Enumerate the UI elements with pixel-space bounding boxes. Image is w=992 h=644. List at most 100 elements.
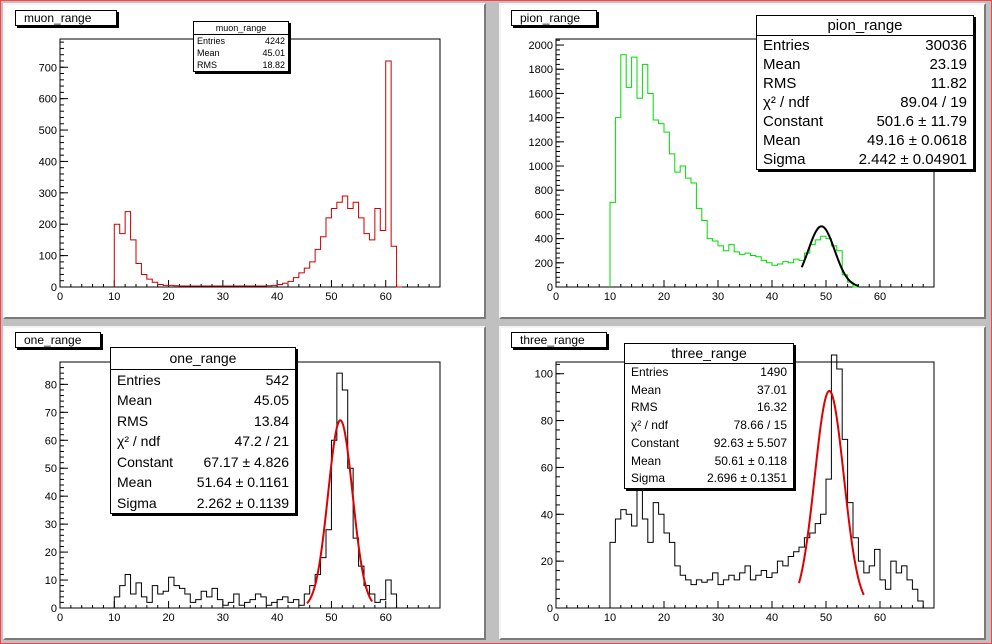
stats-value: 11.82 — [930, 75, 967, 92]
y-tick-label: 800 — [535, 185, 553, 197]
stats-value: 45.01 — [262, 48, 285, 58]
x-tick-label: 60 — [380, 291, 392, 303]
stats-label: Mean — [763, 56, 801, 73]
x-tick-label: 0 — [57, 291, 63, 303]
x-tick-label: 10 — [108, 291, 120, 303]
y-tick-label: 400 — [535, 234, 553, 246]
stats-title: three_range — [625, 344, 793, 364]
y-tick-label: 1000 — [529, 161, 553, 173]
histogram-title: one_range — [15, 332, 101, 348]
y-tick-label: 600 — [39, 94, 57, 106]
x-tick-label: 50 — [325, 612, 337, 624]
x-tick-label: 0 — [57, 612, 63, 624]
stats-value: 51.64 ± 0.1161 — [196, 474, 289, 490]
stats-value: 23.19 — [929, 56, 967, 73]
stats-row: RMS 13.84 — [117, 411, 289, 432]
stats-label: Constant — [763, 113, 824, 130]
stats-label: Mean — [631, 382, 662, 397]
y-tick-label: 40 — [45, 491, 57, 503]
y-tick-label: 70 — [45, 407, 57, 419]
stats-label: Entries — [631, 365, 669, 379]
x-tick-label: 50 — [820, 291, 832, 303]
stats-value: 542 — [265, 371, 289, 388]
stats-label: χ² / ndf — [763, 94, 810, 111]
stats-value: 4242 — [264, 36, 285, 46]
stats-row: Constant 501.6 ± 11.79 — [763, 112, 967, 131]
gaussian-fit-curve — [306, 419, 373, 604]
stats-row: Mean 23.19 — [763, 55, 967, 74]
stats-row: RMS 18.82 — [197, 59, 285, 71]
x-tick-label: 20 — [162, 291, 174, 303]
y-tick-label: 1400 — [529, 113, 553, 125]
pad-one-range[interactable]: 0 10 20 30 40 50 60 0 10 20 30 40 50 60 70 80 one_range… — [3, 326, 486, 640]
stats-title: muon_range — [194, 22, 288, 35]
x-tick-label: 30 — [712, 612, 724, 624]
stats-row: Entries 1490 — [631, 364, 787, 382]
stats-value: 18.82 — [262, 60, 285, 70]
x-tick-label: 20 — [658, 291, 670, 303]
x-tick-label: 30 — [217, 291, 229, 303]
x-tick-label: 40 — [271, 612, 283, 624]
stats-row: Sigma 2.442 ± 0.04901 — [763, 150, 967, 169]
y-tick-label: 2000 — [529, 40, 553, 52]
histogram-title: muon_range — [15, 10, 117, 26]
stats-label: RMS — [117, 412, 149, 429]
stats-row: Sigma 2.696 ± 0.1351 — [631, 470, 787, 488]
x-tick-label: 50 — [820, 612, 832, 624]
gaussian-fit-curve — [798, 389, 865, 596]
stats-label: RMS — [197, 60, 217, 70]
histogram-series — [609, 354, 929, 609]
x-tick-label: 10 — [108, 612, 120, 624]
x-tick-label: 30 — [217, 612, 229, 624]
stats-box[interactable]: muon_range Entries 4242 Mean 45.01 RMS 18.8… — [193, 21, 289, 72]
gaussian-fit-curve — [800, 225, 859, 287]
stats-label: Mean — [117, 392, 153, 408]
stats-value: 30036 — [925, 37, 967, 54]
stats-box[interactable]: pion_range Entries 30036 Mean 23.19 RMS 11.… — [756, 15, 974, 170]
plot-frame — [59, 38, 441, 288]
y-tick-label: 700 — [39, 62, 57, 74]
stats-row: Constant 92.63 ± 5.507 — [631, 435, 787, 453]
y-tick-label: 30 — [45, 519, 57, 531]
y-tick-label: 20 — [541, 556, 553, 568]
histogram-title: three_range — [511, 332, 607, 348]
stats-row: Entries 30036 — [763, 36, 967, 55]
pad-three-range[interactable]: 0 10 20 30 40 50 60 0 20 40 60 80 100 three_range th… — [499, 326, 986, 640]
y-tick-label: 1800 — [529, 64, 553, 76]
stats-label: Entries — [117, 371, 161, 388]
stats-value: 16.32 — [756, 400, 787, 415]
stats-label: Sigma — [631, 471, 666, 486]
stats-box[interactable]: one_range Entries 542 Mean 45.05 RMS 13.84 … — [110, 347, 296, 514]
stats-row: Entries 4242 — [197, 35, 285, 47]
y-tick-label: 40 — [541, 509, 553, 521]
stats-label: RMS — [631, 400, 658, 415]
x-tick-label: 50 — [325, 291, 337, 303]
stats-value: 49.16 ± 0.0618 — [867, 132, 967, 149]
y-tick-label: 0 — [51, 603, 57, 615]
y-tick-label: 1200 — [529, 137, 553, 149]
x-tick-label: 20 — [658, 612, 670, 624]
x-tick-label: 10 — [604, 612, 616, 624]
histogram-series — [113, 60, 402, 288]
stats-value: 89.04 / 19 — [900, 94, 967, 111]
stats-label: Constant — [117, 453, 174, 470]
stats-box[interactable]: three_range Entries 1490 Mean 37.01 RMS 16.… — [624, 343, 794, 489]
histogram-title: pion_range — [511, 10, 597, 26]
x-tick-label: 40 — [766, 612, 778, 624]
histogram-plot: 0 10 20 30 40 50 60020040060080010001200140016… — [529, 38, 935, 303]
x-tick-label: 40 — [271, 291, 283, 303]
pad-pion-range[interactable]: 0 10 20 30 40 50 60 0 200 400 600 800 1000 1200 1400 16… — [499, 3, 986, 319]
stats-value: 50.61 ± 0.118 — [714, 453, 787, 468]
stats-value: 1490 — [760, 365, 787, 379]
y-tick-label: 80 — [541, 416, 553, 428]
stats-value: 2.696 ± 0.1351 — [707, 471, 787, 486]
stats-row: χ² / ndf 89.04 / 19 — [763, 93, 967, 112]
stats-row: Mean 49.16 ± 0.0618 — [763, 131, 967, 150]
stats-label: Mean — [197, 48, 220, 58]
y-tick-label: 60 — [45, 435, 57, 447]
pad-muon-range[interactable]: 0 10 20 30 40 50 60 0 100 200 300 400 500 600 700 muon… — [3, 3, 486, 319]
stats-row: Mean 45.01 — [197, 47, 285, 59]
stats-row: Sigma 2.262 ± 0.1139 — [117, 493, 289, 514]
x-tick-label: 60 — [380, 612, 392, 624]
stats-label: Entries — [763, 37, 810, 54]
